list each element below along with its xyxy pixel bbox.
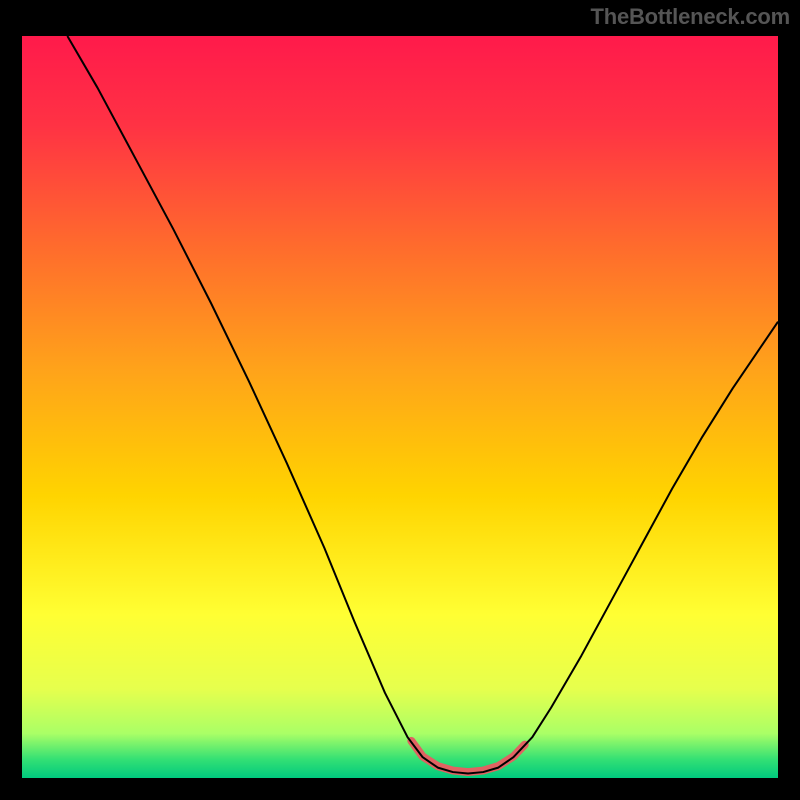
watermark-text: TheBottleneck.com (590, 4, 790, 30)
gradient-background (22, 36, 778, 778)
plot-area (22, 36, 778, 778)
chart-container: TheBottleneck.com (0, 0, 800, 800)
bottleneck-chart-svg (22, 36, 778, 778)
